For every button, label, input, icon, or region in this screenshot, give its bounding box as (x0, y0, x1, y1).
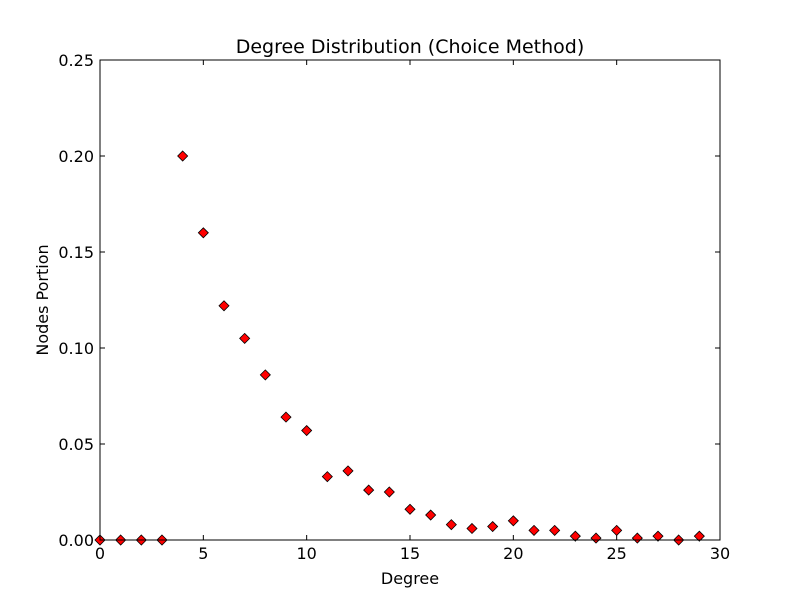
data-point (342, 465, 354, 477)
data-point (693, 530, 705, 542)
y-tick-label: 0.00 (58, 531, 94, 550)
data-point (363, 484, 375, 496)
x-tick-label: 5 (198, 544, 208, 563)
data-point (445, 519, 457, 531)
data-point (177, 150, 189, 162)
x-tick-label: 25 (606, 544, 626, 563)
x-tick-label: 0 (95, 544, 105, 563)
data-point (239, 332, 251, 344)
data-point (259, 369, 271, 381)
y-tick-label: 0.25 (58, 51, 94, 70)
x-tick-label: 20 (503, 544, 523, 563)
chart-title: Degree Distribution (Choice Method) (236, 36, 585, 58)
x-tick-label: 10 (296, 544, 316, 563)
y-tick-label: 0.05 (58, 435, 94, 454)
data-point (611, 524, 623, 536)
data-point (197, 227, 209, 239)
data-point (404, 503, 416, 515)
data-point (549, 524, 561, 536)
data-point (569, 530, 581, 542)
x-axis-label: Degree (381, 569, 439, 588)
data-point (487, 520, 499, 533)
data-point (631, 532, 643, 544)
data-point (507, 515, 519, 527)
y-axis-ticks: 0.00 0.05 0.10 0.15 0.20 0.25 (58, 51, 720, 550)
y-axis-label: Nodes Portion (33, 244, 52, 355)
y-tick-label: 0.20 (58, 147, 94, 166)
y-tick-label: 0.10 (58, 339, 94, 358)
data-point (301, 424, 313, 437)
data-point (321, 471, 333, 483)
data-point (528, 524, 540, 536)
data-point (425, 509, 437, 521)
data-point (466, 522, 478, 535)
data-point (218, 300, 230, 312)
y-tick-label: 0.15 (58, 243, 94, 262)
data-point (590, 532, 602, 544)
x-tick-label: 30 (710, 544, 730, 563)
x-axis-ticks: 0 5 10 15 20 25 30 (95, 60, 730, 563)
x-tick-label: 15 (400, 544, 420, 563)
data-point (383, 486, 395, 498)
data-point (280, 411, 292, 423)
data-point (652, 530, 664, 542)
plot-frame (99, 59, 721, 541)
